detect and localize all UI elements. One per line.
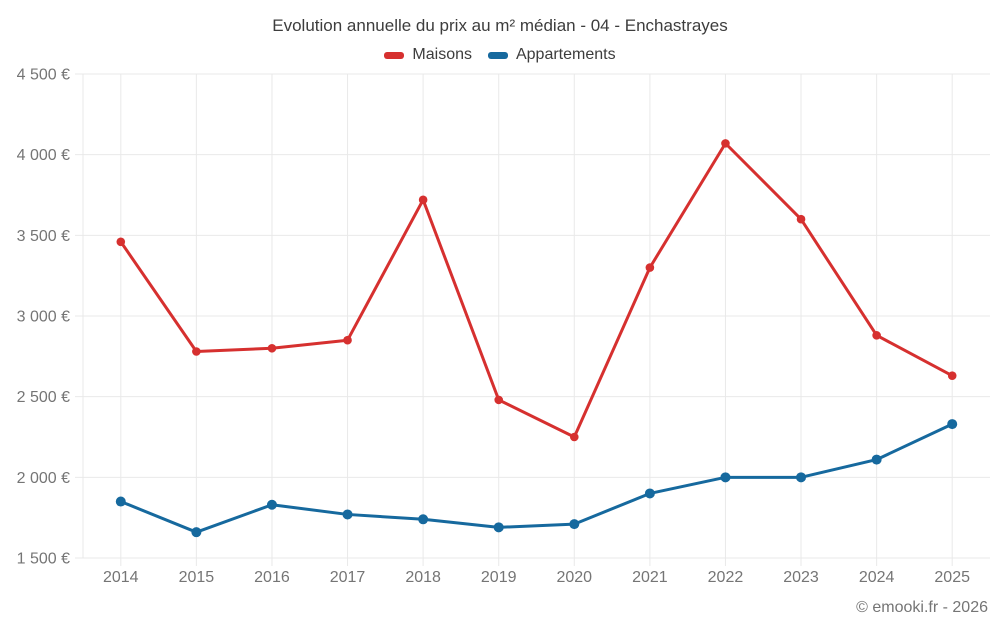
y-tick-label: 2 500 € xyxy=(17,389,70,406)
x-tick-label: 2015 xyxy=(179,569,215,586)
data-point-appartements-2024[interactable] xyxy=(871,454,882,465)
data-point-maisons-2016[interactable] xyxy=(267,343,277,353)
series-line-maisons xyxy=(119,141,954,439)
x-tick-label: 2014 xyxy=(103,569,139,586)
x-tick-label: 2020 xyxy=(556,569,592,586)
data-point-maisons-2025[interactable] xyxy=(947,371,957,380)
data-point-maisons-2018[interactable] xyxy=(418,195,428,205)
y-tick-label: 1 500 € xyxy=(17,551,70,568)
data-point-maisons-2019[interactable] xyxy=(494,395,504,405)
data-point-appartements-2019[interactable] xyxy=(493,522,504,533)
data-point-maisons-2021[interactable] xyxy=(645,263,655,272)
data-point-maisons-2015[interactable] xyxy=(192,347,201,356)
data-point-appartements-2015[interactable] xyxy=(191,527,202,538)
series-line-appartements xyxy=(119,422,954,534)
data-point-appartements-2025[interactable] xyxy=(947,419,958,430)
data-point-appartements-2017[interactable] xyxy=(342,509,353,520)
x-tick-label: 2019 xyxy=(481,569,517,586)
data-point-appartements-2016[interactable] xyxy=(266,499,277,510)
y-tick-label: 3 500 € xyxy=(17,228,70,245)
x-tick-label: 2021 xyxy=(632,569,668,586)
legend-swatch-appartements xyxy=(487,51,508,59)
x-tick-label: 2016 xyxy=(254,569,290,586)
data-point-appartements-2023[interactable] xyxy=(796,472,807,483)
y-tick-label: 4 500 € xyxy=(17,67,70,84)
data-point-maisons-2023[interactable] xyxy=(796,214,806,224)
copyright-credit: © emooki.fr - 2026 xyxy=(856,599,988,616)
y-tick-label: 3 000 € xyxy=(17,309,70,326)
legend-item-maisons[interactable]: Maisons xyxy=(384,46,472,64)
data-point-appartements-2022[interactable] xyxy=(720,472,731,483)
legend: Maisons Appartements xyxy=(0,46,1000,64)
x-tick-label: 2023 xyxy=(783,569,819,586)
x-tick-label: 2022 xyxy=(708,569,744,586)
legend-item-appartements[interactable]: Appartements xyxy=(487,46,616,64)
data-point-appartements-2021[interactable] xyxy=(644,488,655,499)
data-point-appartements-2018[interactable] xyxy=(418,514,429,525)
data-point-maisons-2024[interactable] xyxy=(872,331,881,340)
legend-label-maisons: Maisons xyxy=(412,46,472,63)
data-point-maisons-2022[interactable] xyxy=(721,139,730,148)
x-tick-label: 2018 xyxy=(405,569,441,586)
data-point-maisons-2014[interactable] xyxy=(116,237,126,247)
x-tick-label: 2017 xyxy=(330,569,366,586)
data-point-maisons-2020[interactable] xyxy=(569,432,579,442)
x-tick-label: 2025 xyxy=(934,569,970,586)
data-point-maisons-2017[interactable] xyxy=(343,335,352,345)
legend-label-appartements: Appartements xyxy=(515,46,616,63)
data-point-appartements-2014[interactable] xyxy=(115,496,126,507)
y-tick-label: 4 000 € xyxy=(17,147,70,164)
y-tick-label: 2 000 € xyxy=(17,470,70,487)
chart-title: Evolution annuelle du prix au m² médian … xyxy=(272,16,728,35)
data-point-appartements-2020[interactable] xyxy=(569,519,580,530)
legend-swatch-maisons xyxy=(384,51,405,59)
x-tick-label: 2024 xyxy=(859,569,895,586)
